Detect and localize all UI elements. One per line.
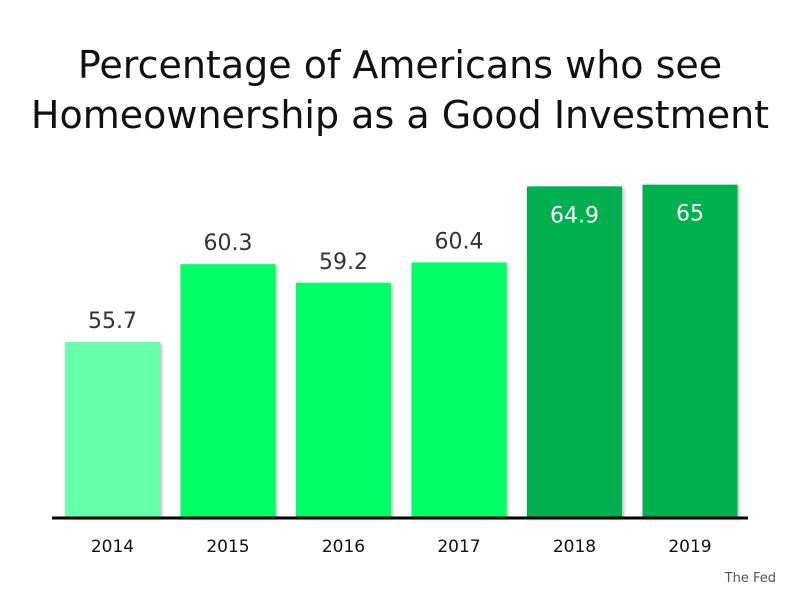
category-label-2015: 2015 [206, 537, 249, 557]
value-label-2014: 55.7 [88, 309, 137, 334]
bar-2014 [65, 342, 160, 518]
value-label-2017: 60.4 [435, 230, 484, 255]
value-label-2015: 60.3 [204, 231, 253, 256]
bar-2017 [411, 262, 507, 518]
category-label-2014: 2014 [91, 537, 134, 557]
bar-2016 [296, 282, 391, 518]
bar-2019 [642, 184, 738, 518]
category-label-2019: 2019 [668, 537, 711, 557]
chart-title-line-2: Homeownership as a Good Investment [30, 93, 770, 137]
category-label-2017: 2017 [437, 537, 480, 557]
value-label-2018: 64.9 [550, 203, 599, 228]
bar-2015 [180, 264, 276, 518]
chart-title: Percentage of Americans who see Homeowne… [0, 40, 800, 140]
value-label-2016: 59.2 [319, 250, 368, 275]
category-label-2018: 2018 [553, 537, 596, 557]
chart-title-line-1: Percentage of Americans who see [77, 43, 723, 87]
source-note: The Fed [724, 571, 776, 586]
category-label-2016: 2016 [322, 537, 365, 557]
bar-2018 [527, 186, 622, 518]
value-label-2019: 65 [676, 202, 704, 227]
